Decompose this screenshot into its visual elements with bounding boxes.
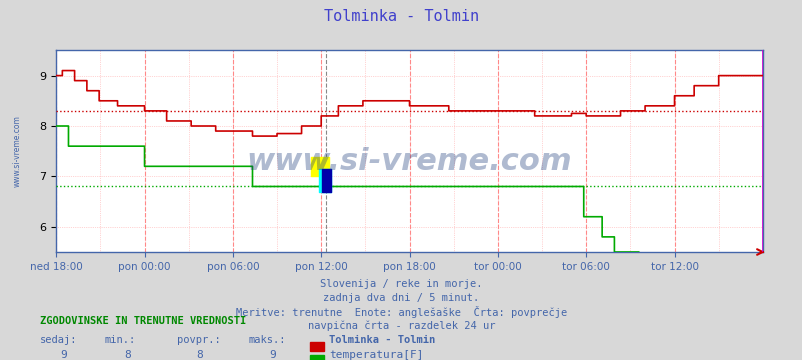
Text: navpična črta - razdelek 24 ur: navpična črta - razdelek 24 ur: [307, 320, 495, 330]
Text: 8: 8: [124, 350, 131, 360]
Text: sedaj:: sedaj:: [40, 335, 78, 345]
Text: min.:: min.:: [104, 335, 136, 345]
Text: 8: 8: [196, 350, 203, 360]
Text: 9: 9: [269, 350, 275, 360]
Text: povpr.:: povpr.:: [176, 335, 220, 345]
Text: Meritve: trenutne  Enote: anglešaške  Črta: povprečje: Meritve: trenutne Enote: anglešaške Črta…: [236, 306, 566, 318]
Text: ZGODOVINSKE IN TRENUTNE VREDNOSTI: ZGODOVINSKE IN TRENUTNE VREDNOSTI: [40, 316, 246, 326]
Text: www.si-vreme.com: www.si-vreme.com: [246, 147, 572, 176]
Text: maks.:: maks.:: [249, 335, 286, 345]
Text: Tolminka - Tolmin: Tolminka - Tolmin: [323, 9, 479, 24]
Text: zadnja dva dni / 5 minut.: zadnja dva dni / 5 minut.: [323, 293, 479, 303]
Text: temperatura[F]: temperatura[F]: [329, 350, 423, 360]
Text: www.si-vreme.com: www.si-vreme.com: [13, 115, 22, 187]
Text: 9: 9: [60, 350, 67, 360]
Text: Tolminka - Tolmin: Tolminka - Tolmin: [329, 335, 435, 345]
Text: Slovenija / reke in morje.: Slovenija / reke in morje.: [320, 279, 482, 289]
